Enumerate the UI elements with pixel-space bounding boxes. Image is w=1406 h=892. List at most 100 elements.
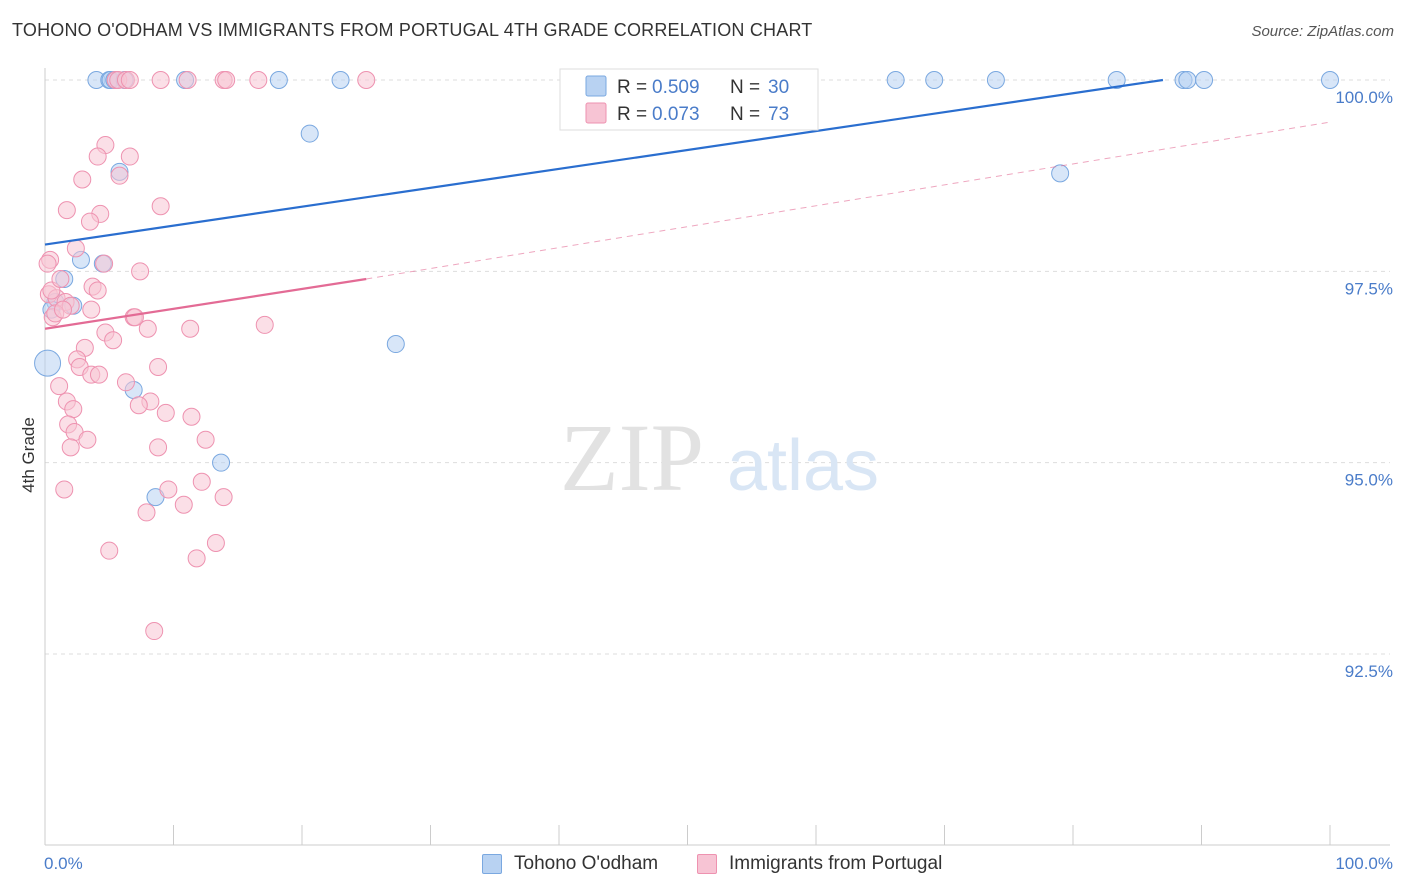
- pink-data-point: [116, 373, 135, 392]
- pink-data-point: [73, 170, 92, 189]
- pink-data-point: [125, 308, 144, 327]
- pink-data-point: [89, 365, 108, 384]
- blue-data-point: [269, 71, 288, 89]
- pink-data-point: [149, 438, 168, 457]
- y-axis-label: 4th Grade: [19, 417, 38, 493]
- watermark: ZIP atlas: [560, 404, 879, 511]
- blue-data-point: [886, 71, 905, 89]
- pink-data-point: [88, 147, 107, 166]
- y-tick-label: 97.5%: [1345, 279, 1393, 298]
- blue-data-point: [986, 71, 1005, 89]
- grid-lines: 100.0% 97.5% 95.0% 92.5%: [45, 79, 1393, 681]
- legend-swatch-blue: [482, 854, 502, 874]
- pink-data-point: [145, 622, 164, 641]
- y-tick-label: 92.5%: [1345, 662, 1393, 681]
- stats-swatch-pink: [585, 102, 607, 124]
- y-tick-label: 100.0%: [1335, 88, 1393, 107]
- blue-data-point: [925, 71, 944, 89]
- pink-data-point: [217, 71, 236, 89]
- pink-data-point: [57, 201, 76, 220]
- blue-data-point: [1178, 71, 1197, 89]
- stats-n-value: 30: [768, 77, 789, 98]
- pink-data-point: [138, 319, 157, 338]
- blue-data-point: [1321, 71, 1339, 89]
- legend-item-tohono[interactable]: Tohono O'odham: [482, 850, 658, 878]
- x-tick-label-min: 0.0%: [44, 854, 83, 873]
- stats-n-label: N =: [730, 104, 760, 125]
- stats-swatch-blue: [585, 75, 607, 97]
- pink-data-point: [151, 71, 170, 89]
- blue-data-point: [1195, 71, 1214, 89]
- pink-data-point: [187, 549, 206, 568]
- blue-data-point: [1051, 164, 1070, 183]
- stats-r-label: R =: [617, 104, 647, 125]
- pink-data-point: [131, 262, 150, 281]
- pink-trend-extension: [366, 121, 1331, 280]
- pink-data-point: [156, 403, 175, 422]
- pink-data-point: [110, 166, 129, 185]
- blue-data-point: [1107, 71, 1126, 89]
- pink-data-point: [151, 197, 170, 216]
- stats-n-value: 73: [768, 104, 789, 125]
- pink-data-point: [120, 71, 139, 89]
- pink-data-point: [149, 358, 168, 376]
- y-tick-label: 95.0%: [1345, 471, 1393, 490]
- pink-data-point: [255, 315, 274, 334]
- bottom-legend: Tohono O'odham Immigrants from Portugal: [0, 850, 1406, 880]
- trend-lines: [44, 78, 1331, 330]
- stats-r-label: R =: [617, 77, 647, 98]
- pink-data-point: [137, 503, 156, 522]
- pink-data-point: [82, 300, 101, 319]
- pink-data-point: [120, 147, 139, 166]
- pink-data-point: [66, 239, 85, 258]
- pink-data-point: [50, 377, 69, 396]
- pink-data-point: [214, 488, 233, 507]
- x-tick-label-max: 100.0%: [1335, 854, 1393, 873]
- legend-item-portugal[interactable]: Immigrants from Portugal: [697, 850, 942, 878]
- blue-data-point: [386, 335, 405, 354]
- legend-label-tohono: Tohono O'odham: [514, 853, 659, 874]
- pink-data-point: [192, 472, 211, 491]
- source-credit: Source: ZipAtlas.com: [1251, 23, 1394, 40]
- pink-data-point: [53, 300, 72, 319]
- blue-data-point: [300, 124, 319, 143]
- blue-trend-line: [44, 78, 1164, 246]
- pink-data-point: [249, 71, 268, 89]
- stats-legend: R = 0.509 N = 30 R = 0.073 N = 73: [559, 68, 819, 131]
- pink-data-point: [206, 534, 225, 553]
- legend-label-portugal: Immigrants from Portugal: [729, 853, 943, 874]
- pink-data-point: [174, 495, 193, 514]
- pink-data-point: [182, 407, 201, 426]
- chart-title: TOHONO O'ODHAM VS IMMIGRANTS FROM PORTUG…: [12, 20, 813, 40]
- watermark-atlas: atlas: [727, 426, 879, 506]
- blue-data-point: [34, 349, 62, 377]
- pink-data-point: [196, 430, 215, 449]
- pink-data-point: [38, 254, 57, 273]
- pink-data-point: [100, 541, 119, 560]
- stats-r-value: 0.073: [652, 104, 700, 125]
- pink-data-point: [178, 71, 197, 89]
- pink-data-point: [80, 212, 99, 231]
- pink-data-point: [95, 254, 114, 273]
- pink-data-point: [181, 319, 200, 338]
- pink-trend-line: [44, 277, 367, 330]
- pink-data-point: [61, 438, 80, 457]
- pink-data-point: [64, 400, 83, 419]
- pink-data-point: [129, 396, 148, 415]
- pink-data-point: [88, 281, 107, 300]
- blue-data-point: [212, 453, 231, 472]
- pink-data-point: [51, 269, 70, 288]
- watermark-zip: ZIP: [560, 404, 704, 511]
- pink-data-point: [159, 480, 178, 499]
- blue-data-point: [331, 71, 350, 89]
- pink-data-point: [357, 71, 376, 89]
- pink-data-point: [55, 480, 74, 499]
- axes: 0.0% 100.0%: [44, 68, 1393, 873]
- pink-data-point: [78, 430, 97, 449]
- stats-n-label: N =: [730, 77, 760, 98]
- stats-r-value: 0.509: [652, 77, 700, 98]
- pink-data-point: [104, 331, 123, 350]
- legend-swatch-pink: [697, 854, 717, 874]
- data-points: [34, 71, 1339, 641]
